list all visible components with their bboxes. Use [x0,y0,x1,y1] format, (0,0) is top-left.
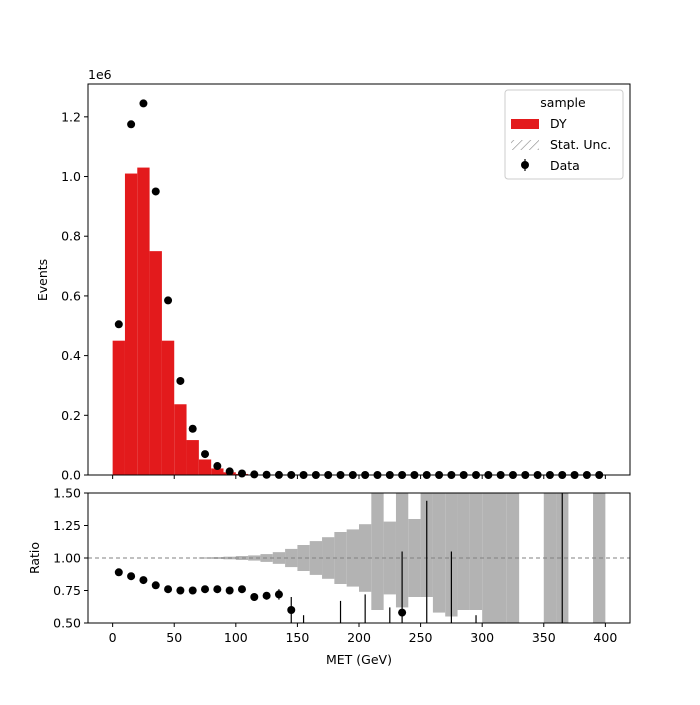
main-y-tick-label: 1.2 [61,109,81,124]
ratio-point [275,590,283,598]
ratio-point [263,592,271,600]
ratio-x-tick-label: 350 [532,630,556,645]
dy-bar [150,251,162,475]
y-offset-text: 1e6 [88,67,112,82]
ratio-point [226,587,234,595]
ratio-point [139,576,147,584]
ratio-point [115,568,123,576]
data-point [226,467,234,475]
ratio-point [152,581,160,589]
dy-bar [162,341,174,475]
ratio-y-tick-label: 1.00 [53,551,81,566]
ratio-point [127,572,135,580]
ratio-y-tick-label: 1.50 [53,486,81,501]
ratio-point [398,609,406,617]
main-y-axis-label: Events [35,259,50,301]
ratio-y-tick-label: 1.25 [53,518,81,533]
legend-stat-unc-swatch [511,140,539,150]
data-point [139,99,147,107]
data-point [164,296,172,304]
ratio-x-tick-label: 300 [470,630,494,645]
dy-bar [174,404,186,475]
ratio-point [176,587,184,595]
data-point [152,187,160,195]
dy-bar [137,168,149,475]
uncertainty-bin [433,493,445,613]
ratio-x-axis-label: MET (GeV) [326,652,392,667]
data-point [115,320,123,328]
ratio-point [164,585,172,593]
ratio-x-tick-label: 100 [224,630,248,645]
legend-dy-label: DY [550,116,567,131]
ratio-point [250,593,258,601]
ratio-x-tick-label: 50 [166,630,182,645]
dy-bar [125,174,137,475]
dy-bar [113,341,125,475]
ratio-point [189,587,197,595]
ratio-point [287,606,295,614]
data-point [201,450,209,458]
ratio-x-tick-label: 0 [109,630,117,645]
dy-bar [199,459,211,475]
dy-bar [187,440,199,475]
legend: sample DY Stat. Unc. Data [505,90,623,179]
main-y-tick-label: 1.0 [61,169,81,184]
legend-dy-swatch [511,119,539,129]
ratio-point [201,585,209,593]
ratio-x-tick-label: 200 [347,630,371,645]
main-y-tick-label: 0.6 [61,288,81,303]
ratio-x-tick-label: 150 [285,630,309,645]
data-point [189,425,197,433]
ratio-y-axis-label: Ratio [27,542,42,574]
legend-data-marker [521,161,529,169]
data-point [127,120,135,128]
ratio-point [238,585,246,593]
ratio-x-tick-label: 400 [593,630,617,645]
legend-data-label: Data [550,158,580,173]
data-point [238,470,246,478]
legend-title: sample [540,95,586,110]
ratio-y-tick-label: 0.50 [53,616,81,631]
main-y-tick-label: 0.2 [61,408,81,423]
ratio-y-tick-label: 0.75 [53,583,81,598]
ratio-point [213,585,221,593]
main-y-tick-label: 0.4 [61,348,81,363]
ratio-x-tick-label: 250 [409,630,433,645]
main-y-tick-label: 0.8 [61,229,81,244]
main-y-tick-label: 0.0 [61,468,81,483]
uncertainty-bin [371,493,383,610]
legend-stat-unc-label: Stat. Unc. [550,137,611,152]
data-point [176,377,184,385]
data-point [250,470,258,478]
uncertainty-bin [470,493,482,610]
data-point [213,462,221,470]
uncertainty-bin [458,493,470,610]
